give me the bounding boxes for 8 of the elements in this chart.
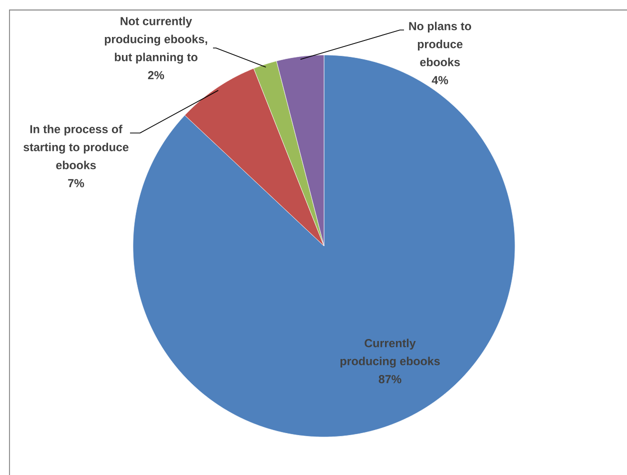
data-label: 87% xyxy=(378,375,402,384)
slice-label: Not currently producing ebooks, but planning to xyxy=(104,16,208,64)
data-label: 2% xyxy=(148,71,164,80)
slice-label: In the process of starting to produce ebooks xyxy=(24,124,128,170)
slice-label: Currently producing ebooks xyxy=(340,338,440,368)
data-label: 7% xyxy=(68,179,84,188)
slice-label: No plans to produce ebooks xyxy=(409,22,472,66)
data-label: 4% xyxy=(432,76,448,84)
